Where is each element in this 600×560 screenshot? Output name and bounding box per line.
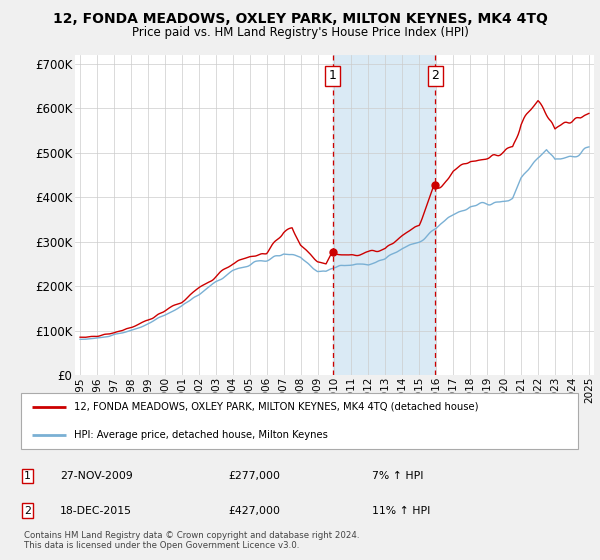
- Text: 2: 2: [431, 69, 439, 82]
- Text: 12, FONDA MEADOWS, OXLEY PARK, MILTON KEYNES, MK4 4TQ (detached house): 12, FONDA MEADOWS, OXLEY PARK, MILTON KE…: [74, 402, 479, 412]
- Text: 27-NOV-2009: 27-NOV-2009: [60, 471, 133, 481]
- Text: 11% ↑ HPI: 11% ↑ HPI: [372, 506, 430, 516]
- Text: Contains HM Land Registry data © Crown copyright and database right 2024.
This d: Contains HM Land Registry data © Crown c…: [24, 530, 359, 550]
- Text: 2: 2: [24, 506, 31, 516]
- Text: HPI: Average price, detached house, Milton Keynes: HPI: Average price, detached house, Milt…: [74, 430, 328, 440]
- FancyBboxPatch shape: [21, 393, 578, 450]
- Text: Price paid vs. HM Land Registry's House Price Index (HPI): Price paid vs. HM Land Registry's House …: [131, 26, 469, 39]
- Text: 1: 1: [329, 69, 337, 82]
- Text: 18-DEC-2015: 18-DEC-2015: [60, 506, 132, 516]
- Text: £427,000: £427,000: [228, 506, 280, 516]
- Text: 7% ↑ HPI: 7% ↑ HPI: [372, 471, 424, 481]
- Bar: [333, 55, 436, 375]
- Text: 12, FONDA MEADOWS, OXLEY PARK, MILTON KEYNES, MK4 4TQ: 12, FONDA MEADOWS, OXLEY PARK, MILTON KE…: [53, 12, 547, 26]
- Text: £277,000: £277,000: [228, 471, 280, 481]
- Text: 1: 1: [24, 471, 31, 481]
